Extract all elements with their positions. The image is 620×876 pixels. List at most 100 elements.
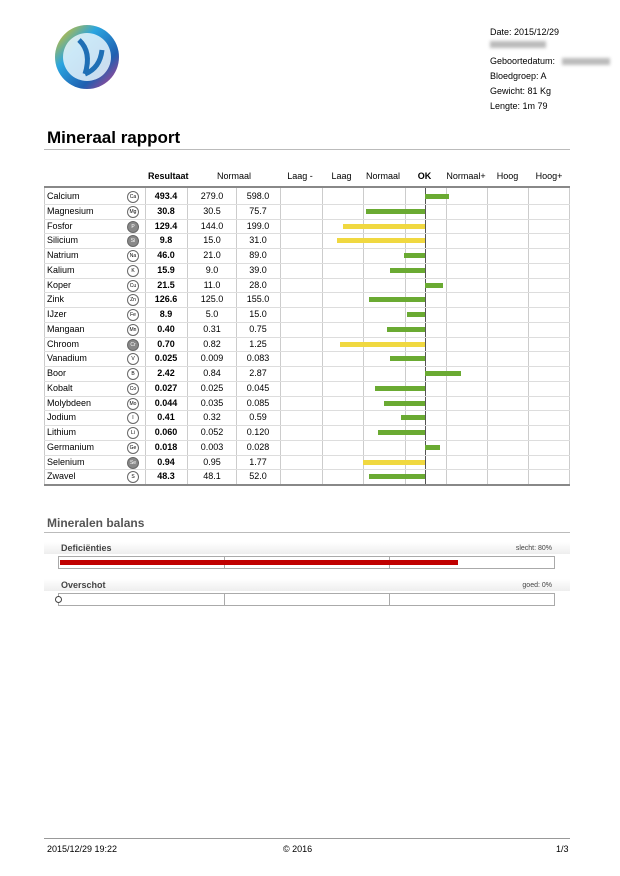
table-top xyxy=(44,186,570,188)
balance-name: Overschot xyxy=(61,580,106,590)
deviation-bar xyxy=(368,297,425,303)
scale-head: Laag xyxy=(331,171,352,181)
min: 0.052 xyxy=(200,427,224,437)
max: 1.25 xyxy=(249,338,267,349)
logo xyxy=(55,25,119,89)
max: 52.0 xyxy=(249,471,267,482)
mineral-name: Mangaan xyxy=(47,323,85,334)
result: 0.027 xyxy=(154,382,178,393)
deviation-bar xyxy=(407,312,425,317)
max: 155.0 xyxy=(246,294,270,305)
symbol: Co xyxy=(127,382,139,395)
result: 0.94 xyxy=(157,456,175,467)
row-line xyxy=(44,203,570,205)
footer-date: 2015/12/29 19:22 xyxy=(47,844,118,854)
deviation-bar xyxy=(363,459,425,465)
row-line xyxy=(44,425,570,426)
deviation-bar xyxy=(383,400,425,406)
symbol: Se xyxy=(127,456,139,469)
mineral-name: Fosfor xyxy=(47,220,73,231)
copyright: © 2016 xyxy=(283,844,313,854)
scale-head: Normaal xyxy=(365,171,400,181)
max: 28.0 xyxy=(249,279,267,290)
mineral-name: Natrium xyxy=(47,250,79,260)
max: 0.083 xyxy=(246,353,270,364)
mineral-name: Selenium xyxy=(47,456,85,467)
deviation-bar xyxy=(400,415,425,421)
symbol: I xyxy=(127,412,139,425)
deviation-bar xyxy=(375,385,425,391)
balance-tick xyxy=(223,593,225,606)
mineral-name: Zink xyxy=(47,294,65,305)
min: 0.95 xyxy=(203,456,221,467)
deviation-bar xyxy=(339,341,425,347)
col-line xyxy=(569,188,570,484)
row-line xyxy=(44,336,570,338)
row-line xyxy=(44,454,570,456)
result: 46.0 xyxy=(157,250,175,260)
result: 0.060 xyxy=(154,427,178,437)
row-line xyxy=(44,292,570,294)
scale-head: Hoog xyxy=(496,171,519,181)
result: 21.5 xyxy=(157,279,175,290)
symbol: Na xyxy=(127,250,139,262)
col-line xyxy=(322,188,323,484)
scale-head: Hoog+ xyxy=(535,171,563,181)
max: 0.59 xyxy=(249,412,267,423)
scale-head: Normaal+ xyxy=(446,171,486,181)
deviation-bar xyxy=(425,282,443,288)
blurred-name xyxy=(490,41,546,48)
row-line xyxy=(44,248,570,249)
row-line xyxy=(44,366,570,367)
max: 39.0 xyxy=(249,264,267,275)
mineral-name: Molybdeen xyxy=(47,397,92,408)
max: 89.0 xyxy=(249,250,267,260)
min: 48.1 xyxy=(203,471,221,482)
result: 0.40 xyxy=(157,323,175,334)
deviation-bar xyxy=(337,238,425,244)
blood: Bloedgroep: A xyxy=(490,71,547,81)
result-head: Resultaat xyxy=(148,171,189,181)
symbol: Mo xyxy=(127,397,139,410)
row-line xyxy=(44,395,570,397)
result: 9.8 xyxy=(159,235,173,246)
result: 0.41 xyxy=(157,412,175,423)
min: 144.0 xyxy=(200,220,224,231)
deviation-bar xyxy=(404,253,425,258)
birth: Geboortedatum: xyxy=(490,56,556,66)
mineral-name: Boor xyxy=(47,368,67,378)
col-line xyxy=(145,188,146,484)
symbol: Ge xyxy=(127,441,139,454)
max: 0.75 xyxy=(249,323,267,334)
row-line xyxy=(44,439,570,441)
max: 15.0 xyxy=(249,309,267,319)
min: 0.82 xyxy=(203,338,221,349)
balance-bar xyxy=(60,560,458,565)
deviation-bar xyxy=(368,474,425,480)
normal-head: Normaal xyxy=(217,171,252,181)
deviation-bar xyxy=(425,371,462,376)
mineral-name: Koper xyxy=(47,279,72,290)
row-line xyxy=(44,218,570,220)
max: 0.028 xyxy=(246,441,270,452)
col-line xyxy=(187,188,188,484)
table-bottom xyxy=(44,484,570,486)
row-line xyxy=(44,277,570,279)
min: 9.0 xyxy=(205,264,219,275)
rule xyxy=(44,149,570,150)
result: 0.018 xyxy=(154,441,178,452)
weight: Gewicht: 81 Kg xyxy=(490,86,552,96)
min: 125.0 xyxy=(200,294,224,305)
max: 0.085 xyxy=(246,397,270,408)
max: 0.045 xyxy=(246,382,270,393)
min: 0.003 xyxy=(200,441,224,452)
balance-label: slecht: 80% xyxy=(515,545,552,552)
symbol: P xyxy=(127,220,139,233)
mineral-name: IJzer xyxy=(47,309,67,319)
col-line xyxy=(446,188,447,484)
col-line xyxy=(44,188,45,484)
min: 0.84 xyxy=(203,368,221,378)
result: 8.9 xyxy=(159,309,173,319)
mineral-name: Lithium xyxy=(47,427,77,437)
